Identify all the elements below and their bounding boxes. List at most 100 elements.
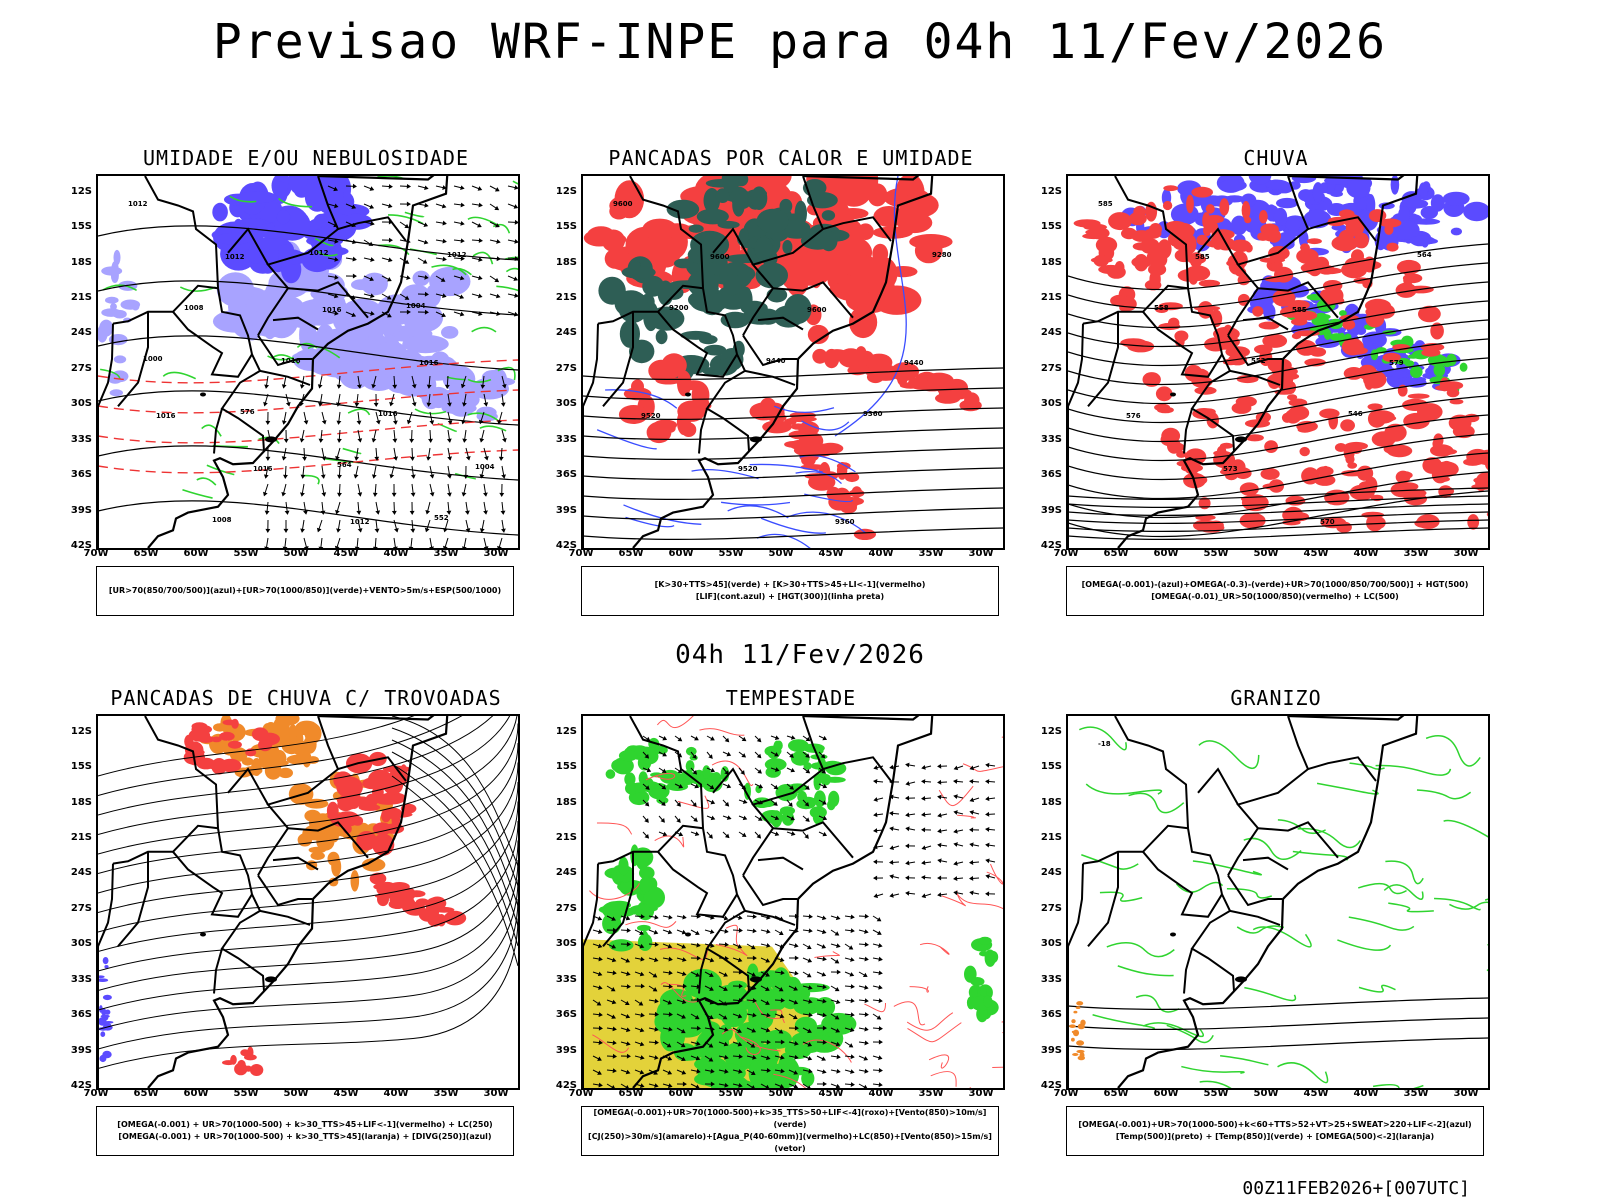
latitude-tick-label: 18S [1040, 256, 1062, 268]
contour-label: 9280 [932, 251, 952, 259]
longitude-tick-label: 45W [1303, 548, 1329, 559]
latitude-tick-label: 12S [70, 725, 92, 737]
contour-label: 552 [434, 514, 449, 522]
longitude-tick-label: 40W [383, 548, 409, 559]
latitude-tick-label: 15S [70, 761, 92, 773]
latitude-tick-label: 27S [555, 362, 577, 374]
longitude-tick-label: 50W [1253, 1088, 1279, 1099]
panel-legend: [OMEGA(-0.001)-(azul)+OMEGA(-0.3)-(verde… [1066, 566, 1484, 616]
longitude-tick-label: 45W [818, 1088, 844, 1099]
panel-legend: [OMEGA(-0.001)+UR>70(1000-500)+k>35_TTS>… [581, 1106, 999, 1156]
longitude-tick-label: 45W [333, 1088, 359, 1099]
longitude-tick-label: 40W [1353, 548, 1379, 559]
panel-umidade: UMIDADE E/OU NEBULOSIDADE 12S 15S 18S 21S 24… [66, 146, 546, 626]
latitude-tick-label: 36S [70, 469, 92, 481]
legend-line: [CJ(250)>30m/s](amarelo)+[Agua_P(40-60mm… [588, 1132, 992, 1153]
contour-label: 9360 [863, 410, 883, 418]
latitude-tick-label: 24S [555, 327, 577, 339]
latitude-tick-label: 24S [70, 327, 92, 339]
latitude-tick-label: 27S [1040, 362, 1062, 374]
longitude-tick-label: 70W [83, 548, 109, 559]
latitude-axis: 12S 15S 18S 21S 24S 27S 30S 33S 36S 39S 42S [1036, 174, 1066, 551]
longitude-tick-label: 50W [768, 1088, 794, 1099]
longitude-tick-label: 35W [433, 548, 459, 559]
contour-label: 9600 [710, 253, 730, 261]
latitude-tick-label: 42S [1040, 1080, 1062, 1091]
contour-label: 1012 [128, 200, 148, 208]
contour-label: 564 [1417, 251, 1432, 259]
map-area: -18 [1066, 714, 1490, 1090]
legend-line: [OMEGA(-0.001)+UR>70(1000-500)+k<60+TTS>… [1078, 1120, 1472, 1129]
forecast-time-subtitle: 04h 11/Fev/2026 [675, 640, 925, 670]
longitude-tick-label: 50W [768, 548, 794, 559]
longitude-tick-label: 70W [83, 1088, 109, 1099]
legend-line: [K>30+TTS>45](verde) + [K>30+TTS>45+LI<-… [654, 580, 926, 589]
latitude-tick-label: 12S [555, 185, 577, 197]
latitude-tick-label: 30S [555, 938, 577, 950]
legend-line: [OMEGA(-0.001) + UR>70(1000-500) + k>30_… [118, 1132, 492, 1141]
longitude-tick-label: 40W [868, 548, 894, 559]
latitude-tick-label: 15S [555, 761, 577, 773]
contour-label: 9360 [835, 518, 855, 526]
map-area: 1012 1012 1016 1016 1016 1016 1012 1012 1008 1016… [96, 174, 520, 550]
latitude-tick-label: 27S [70, 902, 92, 914]
longitude-tick-label: 35W [1403, 1088, 1429, 1099]
forecast-map [583, 716, 1003, 1088]
latitude-tick-label: 36S [70, 1009, 92, 1021]
latitude-tick-label: 21S [555, 292, 577, 303]
longitude-tick-label: 40W [383, 1088, 409, 1099]
contour-label: 9600 [807, 306, 827, 314]
latitude-tick-label: 42S [70, 1080, 92, 1091]
contour-label: 1016 [253, 465, 273, 473]
contour-label: 1012 [350, 518, 370, 526]
longitude-tick-label: 30W [968, 548, 994, 559]
contour-label: 564 [337, 461, 352, 469]
panel-legend: [K>30+TTS>45](verde) + [K>30+TTS>45+LI<-… [581, 566, 999, 616]
latitude-tick-label: 18S [1040, 796, 1062, 808]
contour-label: 9440 [904, 359, 924, 367]
forecast-map: -18 [1068, 716, 1488, 1088]
panel-title: CHUVA [1243, 146, 1309, 170]
longitude-tick-label: 40W [868, 1088, 894, 1099]
latitude-tick-label: 27S [555, 902, 577, 914]
legend-line: [OMEGA(-0.001) + UR>70(1000-500) + k>30_… [117, 1120, 493, 1129]
latitude-tick-label: 36S [1040, 469, 1062, 481]
latitude-tick-label: 33S [1040, 973, 1062, 985]
panel-pancadas-calor: PANCADAS POR CALOR E UMIDADE 12S 15S 18S 21… [551, 146, 1031, 626]
latitude-tick-label: 24S [555, 867, 577, 879]
contour-label: 1004 [475, 463, 495, 471]
legend-line: [LIF](cont.azul) + [HGT(300)](linha pret… [695, 592, 885, 601]
forecast-map: 1012 1012 1016 1016 1016 1016 1012 1012 1008 1016… [98, 176, 518, 548]
latitude-tick-label: 33S [70, 973, 92, 985]
longitude-tick-label: 35W [433, 1088, 459, 1099]
latitude-tick-label: 30S [1040, 938, 1062, 950]
map-area [581, 714, 1005, 1090]
longitude-tick-label: 60W [1153, 1088, 1179, 1099]
longitude-tick-label: 55W [718, 1088, 744, 1099]
panel-legend: [OMEGA(-0.001)+UR>70(1000-500)+k<60+TTS>… [1066, 1106, 1484, 1156]
panel-title: PANCADAS DE CHUVA C/ TROVOADAS [110, 686, 502, 710]
panel-legend: [OMEGA(-0.001) + UR>70(1000-500) + k>30_… [96, 1106, 514, 1156]
longitude-tick-label: 55W [233, 1088, 259, 1099]
longitude-tick-label: 70W [1053, 1088, 1079, 1099]
longitude-tick-label: 45W [818, 548, 844, 559]
latitude-tick-label: 12S [1040, 185, 1062, 197]
longitude-tick-label: 70W [568, 1088, 594, 1099]
latitude-tick-label: 33S [1040, 433, 1062, 445]
longitude-axis: 70W 65W 60W 55W 50W 45W 40W 35W 30W [569, 1088, 1001, 1102]
latitude-tick-label: 15S [70, 221, 92, 233]
longitude-tick-label: 35W [918, 1088, 944, 1099]
longitude-tick-label: 70W [1053, 548, 1079, 559]
latitude-tick-label: 21S [70, 292, 92, 303]
latitude-tick-label: 24S [1040, 867, 1062, 879]
latitude-tick-label: 33S [555, 973, 577, 985]
longitude-tick-label: 60W [183, 548, 209, 559]
latitude-axis: 12S 15S 18S 21S 24S 27S 30S 33S 36S 39S 42S [66, 714, 96, 1091]
panel-title: TEMPESTADE [725, 686, 857, 710]
longitude-axis: 70W 65W 60W 55W 50W 45W 40W 35W 30W [84, 548, 516, 562]
longitude-tick-label: 65W [133, 548, 159, 559]
longitude-tick-label: 55W [233, 548, 259, 559]
contour-label: 585 [1292, 306, 1307, 314]
longitude-axis: 70W 65W 60W 55W 50W 45W 40W 35W 30W [1054, 548, 1486, 562]
latitude-tick-label: 39S [70, 1044, 92, 1056]
